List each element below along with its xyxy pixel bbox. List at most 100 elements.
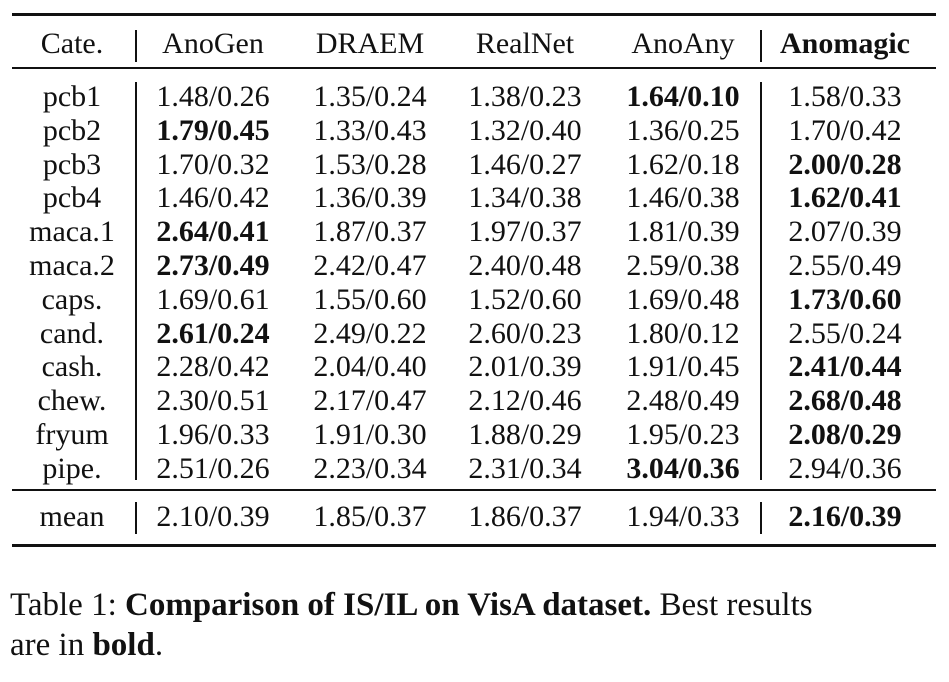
caption-bold: bold bbox=[92, 627, 155, 663]
row-label: Cate. bbox=[40, 27, 104, 60]
top-rule bbox=[12, 13, 936, 16]
cell: 2.59/0.38 bbox=[626, 249, 740, 282]
cell: 1.86/0.37 bbox=[468, 500, 582, 533]
cell: 2.00/0.28 bbox=[788, 147, 902, 181]
cell: 2.48/0.49 bbox=[626, 384, 740, 418]
bottom-rule bbox=[12, 544, 936, 547]
cell: 1.36/0.25 bbox=[626, 113, 740, 147]
cell: 2.12/0.46 bbox=[468, 384, 582, 418]
cell: RealNet bbox=[475, 27, 575, 60]
cell: 1.70/0.32 bbox=[156, 147, 270, 181]
cell: 2.40/0.48 bbox=[468, 249, 582, 282]
cell: 1.88/0.29 bbox=[468, 418, 582, 451]
cell: 1.33/0.43 bbox=[313, 113, 427, 147]
row-label: maca.2 bbox=[29, 249, 115, 282]
cell: 2.94/0.36 bbox=[788, 451, 902, 485]
separator bbox=[760, 502, 762, 534]
cell: 1.91/0.45 bbox=[626, 350, 740, 384]
caption-end: . bbox=[154, 627, 164, 663]
cell: 2.08/0.29 bbox=[788, 418, 902, 451]
cell: 2.28/0.42 bbox=[156, 350, 270, 384]
cell: 1.32/0.40 bbox=[468, 113, 582, 147]
cell: 2.17/0.47 bbox=[313, 384, 427, 418]
caption-title: Comparison of IS/IL on VisA dataset. bbox=[124, 587, 652, 623]
row-label: pcb1 bbox=[42, 80, 102, 113]
separator bbox=[760, 30, 762, 62]
caption-text: are in bbox=[10, 627, 85, 663]
cell: 1.64/0.10 bbox=[626, 80, 740, 113]
caption-line: Table 1: Comparison of IS/IL on VisA dat… bbox=[10, 586, 813, 624]
row-label: chew. bbox=[37, 384, 107, 418]
row-label: fryum bbox=[35, 418, 109, 451]
separator bbox=[760, 82, 762, 480]
cell: 2.04/0.40 bbox=[313, 350, 427, 384]
row-label: pcb2 bbox=[42, 113, 102, 147]
separator bbox=[135, 502, 137, 534]
row-label: caps. bbox=[41, 282, 103, 316]
separator bbox=[135, 82, 137, 480]
cell: 1.69/0.61 bbox=[156, 282, 270, 316]
row-label: maca.1 bbox=[29, 215, 115, 249]
cell: 1.53/0.28 bbox=[313, 147, 427, 181]
cell: 2.55/0.49 bbox=[788, 249, 902, 282]
cell: 1.46/0.38 bbox=[626, 181, 740, 215]
cell: 1.95/0.23 bbox=[626, 418, 740, 451]
cell: 2.42/0.47 bbox=[313, 249, 427, 282]
cell: 1.73/0.60 bbox=[788, 282, 902, 316]
cell: 2.51/0.26 bbox=[156, 451, 270, 485]
cell: 2.30/0.51 bbox=[156, 384, 270, 418]
cell: 1.91/0.30 bbox=[313, 418, 427, 451]
separator bbox=[135, 30, 137, 62]
cell: 2.49/0.22 bbox=[313, 316, 427, 350]
cell: 1.70/0.42 bbox=[788, 113, 902, 147]
row-label: cash. bbox=[41, 350, 103, 384]
cell: 1.96/0.33 bbox=[156, 418, 270, 451]
cell: 2.23/0.34 bbox=[313, 451, 427, 485]
cell: 1.58/0.33 bbox=[788, 80, 902, 113]
caption-line: are in bold. bbox=[10, 626, 163, 664]
cell: 1.87/0.37 bbox=[313, 215, 427, 249]
cell: 2.61/0.24 bbox=[156, 316, 270, 350]
row-label: pipe. bbox=[42, 451, 102, 485]
cell: 1.69/0.48 bbox=[626, 282, 740, 316]
cell: 1.62/0.41 bbox=[788, 181, 902, 215]
cell: 2.73/0.49 bbox=[156, 249, 270, 282]
row-label: cand. bbox=[39, 316, 105, 350]
cell: 2.10/0.39 bbox=[156, 500, 270, 533]
cell: 1.52/0.60 bbox=[468, 282, 582, 316]
cell: 1.46/0.27 bbox=[468, 147, 582, 181]
cell: 1.36/0.39 bbox=[313, 181, 427, 215]
cell: 2.31/0.34 bbox=[468, 451, 582, 485]
cell: 1.55/0.60 bbox=[313, 282, 427, 316]
caption-text: Best results bbox=[659, 587, 813, 623]
cell: 2.41/0.44 bbox=[788, 350, 902, 384]
cell: 1.80/0.12 bbox=[626, 316, 740, 350]
cell: 2.07/0.39 bbox=[788, 215, 902, 249]
cell: 2.01/0.39 bbox=[468, 350, 582, 384]
row-label: pcb3 bbox=[42, 147, 102, 181]
cell: DRAEM bbox=[315, 27, 425, 60]
cell: AnoGen bbox=[162, 27, 264, 60]
cell: 1.79/0.45 bbox=[156, 113, 270, 147]
cell: 1.38/0.23 bbox=[468, 80, 582, 113]
row-label: pcb4 bbox=[42, 181, 102, 215]
header-rule bbox=[12, 67, 936, 69]
cell: 1.48/0.26 bbox=[156, 80, 270, 113]
cell: 2.64/0.41 bbox=[156, 215, 270, 249]
cell: 1.85/0.37 bbox=[313, 500, 427, 533]
cell: 3.04/0.36 bbox=[626, 451, 740, 485]
caption-label: Table 1: bbox=[10, 587, 117, 623]
cell: 1.46/0.42 bbox=[156, 181, 270, 215]
cell: 1.94/0.33 bbox=[626, 500, 740, 533]
cell: 1.62/0.18 bbox=[626, 147, 740, 181]
cell: 1.81/0.39 bbox=[626, 215, 740, 249]
cell: 2.16/0.39 bbox=[788, 500, 902, 533]
mean-rule bbox=[12, 489, 936, 491]
cell: AnoAny bbox=[631, 27, 735, 60]
row-label: mean bbox=[39, 500, 105, 533]
cell: 2.68/0.48 bbox=[788, 384, 902, 418]
cell: Anomagic bbox=[780, 27, 910, 60]
cell: 1.97/0.37 bbox=[468, 215, 582, 249]
cell: 1.34/0.38 bbox=[468, 181, 582, 215]
